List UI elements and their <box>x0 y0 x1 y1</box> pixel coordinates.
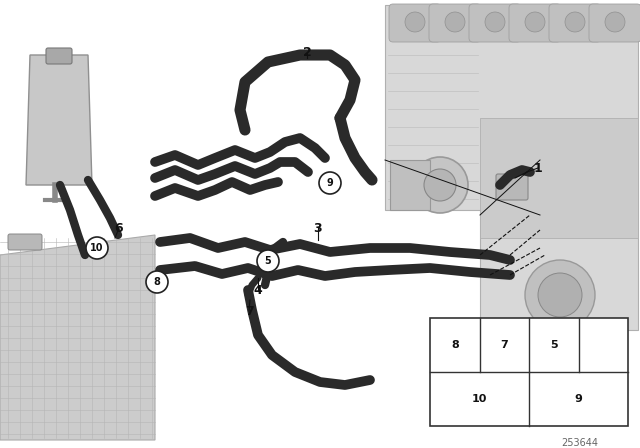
Text: 3: 3 <box>314 221 323 234</box>
Polygon shape <box>390 160 430 210</box>
Polygon shape <box>26 55 92 185</box>
Text: 5: 5 <box>550 340 557 350</box>
Text: 7: 7 <box>500 340 508 350</box>
Text: 253644: 253644 <box>561 438 598 448</box>
FancyBboxPatch shape <box>549 4 601 42</box>
Polygon shape <box>385 5 638 330</box>
Circle shape <box>445 12 465 32</box>
Circle shape <box>146 271 168 293</box>
FancyBboxPatch shape <box>429 4 481 42</box>
Text: 10: 10 <box>90 243 104 253</box>
Polygon shape <box>0 235 155 440</box>
Circle shape <box>257 250 279 272</box>
FancyBboxPatch shape <box>8 234 42 250</box>
FancyBboxPatch shape <box>509 4 561 42</box>
Circle shape <box>412 157 468 213</box>
Text: 8: 8 <box>154 277 161 287</box>
FancyBboxPatch shape <box>496 174 528 200</box>
Circle shape <box>485 12 505 32</box>
Text: 9: 9 <box>326 178 333 188</box>
Text: 2: 2 <box>303 46 312 59</box>
Text: 9: 9 <box>575 394 582 404</box>
Circle shape <box>424 169 456 201</box>
Circle shape <box>319 172 341 194</box>
Circle shape <box>525 260 595 330</box>
FancyBboxPatch shape <box>469 4 521 42</box>
Text: 8: 8 <box>451 340 459 350</box>
Circle shape <box>605 12 625 32</box>
FancyBboxPatch shape <box>389 4 441 42</box>
Bar <box>430 318 628 426</box>
FancyBboxPatch shape <box>589 4 640 42</box>
Circle shape <box>538 273 582 317</box>
FancyBboxPatch shape <box>46 48 72 64</box>
Circle shape <box>405 12 425 32</box>
Text: 5: 5 <box>264 256 271 266</box>
Polygon shape <box>480 118 638 238</box>
Text: 6: 6 <box>115 221 124 234</box>
Circle shape <box>525 12 545 32</box>
Text: 7: 7 <box>244 305 253 318</box>
Circle shape <box>565 12 585 32</box>
Text: 1: 1 <box>534 161 542 175</box>
Text: 10: 10 <box>472 394 487 404</box>
Circle shape <box>86 237 108 259</box>
Text: 4: 4 <box>253 284 262 297</box>
